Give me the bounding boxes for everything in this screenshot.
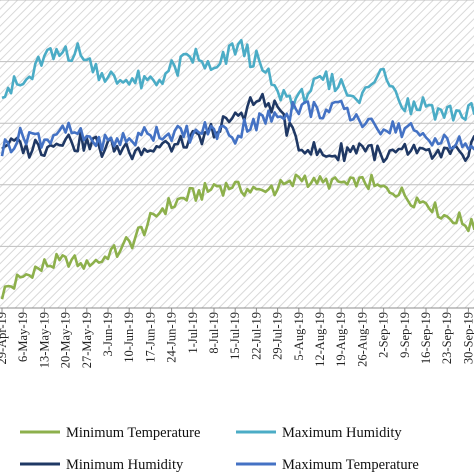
x-tick-label: 13-May-19 bbox=[37, 312, 51, 368]
x-tick-label: 22-Jul-19 bbox=[249, 312, 263, 360]
x-tick-label: 20-May-19 bbox=[59, 312, 73, 368]
x-tick-label: 12-Aug-19 bbox=[313, 312, 327, 367]
x-tick-label: 8-Jul-19 bbox=[207, 312, 221, 354]
legend-label-minimum-humidity: Minimum Humidity bbox=[66, 457, 184, 473]
gridlines bbox=[0, 0, 474, 247]
x-tick-label: 30-Sep-19 bbox=[461, 312, 474, 364]
x-tick-label: 15-Jul-19 bbox=[228, 312, 242, 360]
x-tick-label: 19-Aug-19 bbox=[334, 312, 348, 367]
x-tick-label: 5-Aug-19 bbox=[292, 312, 306, 361]
x-tick-label: 23-Sep-19 bbox=[440, 312, 454, 364]
legend: Minimum Temperature Maximum Humidity Minim… bbox=[20, 425, 419, 473]
x-tick-label: 3-Jun-19 bbox=[101, 312, 115, 356]
x-tick-label: 9-Sep-19 bbox=[398, 312, 412, 358]
x-axis: 29-Apr-19 6-May-19 13-May-19 20-May-19 27-Ma… bbox=[0, 307, 474, 368]
x-tick-label: 16-Sep-19 bbox=[419, 312, 433, 364]
series-line-minimum-temperature bbox=[0, 173, 474, 300]
series-line-maximum-humidity bbox=[1, 38, 474, 122]
legend-label-maximum-humidity: Maximum Humidity bbox=[282, 425, 402, 441]
series-line-maximum-temperature bbox=[0, 99, 474, 157]
x-tick-label: 1-Jul-19 bbox=[186, 312, 200, 354]
x-tick-label: 6-May-19 bbox=[16, 312, 30, 362]
x-tick-label: 29-Apr-19 bbox=[0, 312, 9, 365]
x-tick-label: 10-Jun-19 bbox=[122, 312, 136, 363]
legend-label-maximum-temperature: Maximum Temperature bbox=[282, 457, 419, 473]
legend-label-minimum-temperature: Minimum Temperature bbox=[66, 425, 200, 441]
x-tick-label: 17-Jun-19 bbox=[143, 312, 157, 363]
x-tick-label: 27-May-19 bbox=[80, 312, 94, 368]
series-layer bbox=[0, 38, 474, 300]
x-tick-label: 29-Jul-19 bbox=[271, 312, 285, 360]
x-tick-label: 26-Aug-19 bbox=[355, 312, 369, 367]
x-tick-label: 2-Sep-19 bbox=[377, 312, 391, 358]
x-tick-label: 24-Jun-19 bbox=[165, 312, 179, 363]
